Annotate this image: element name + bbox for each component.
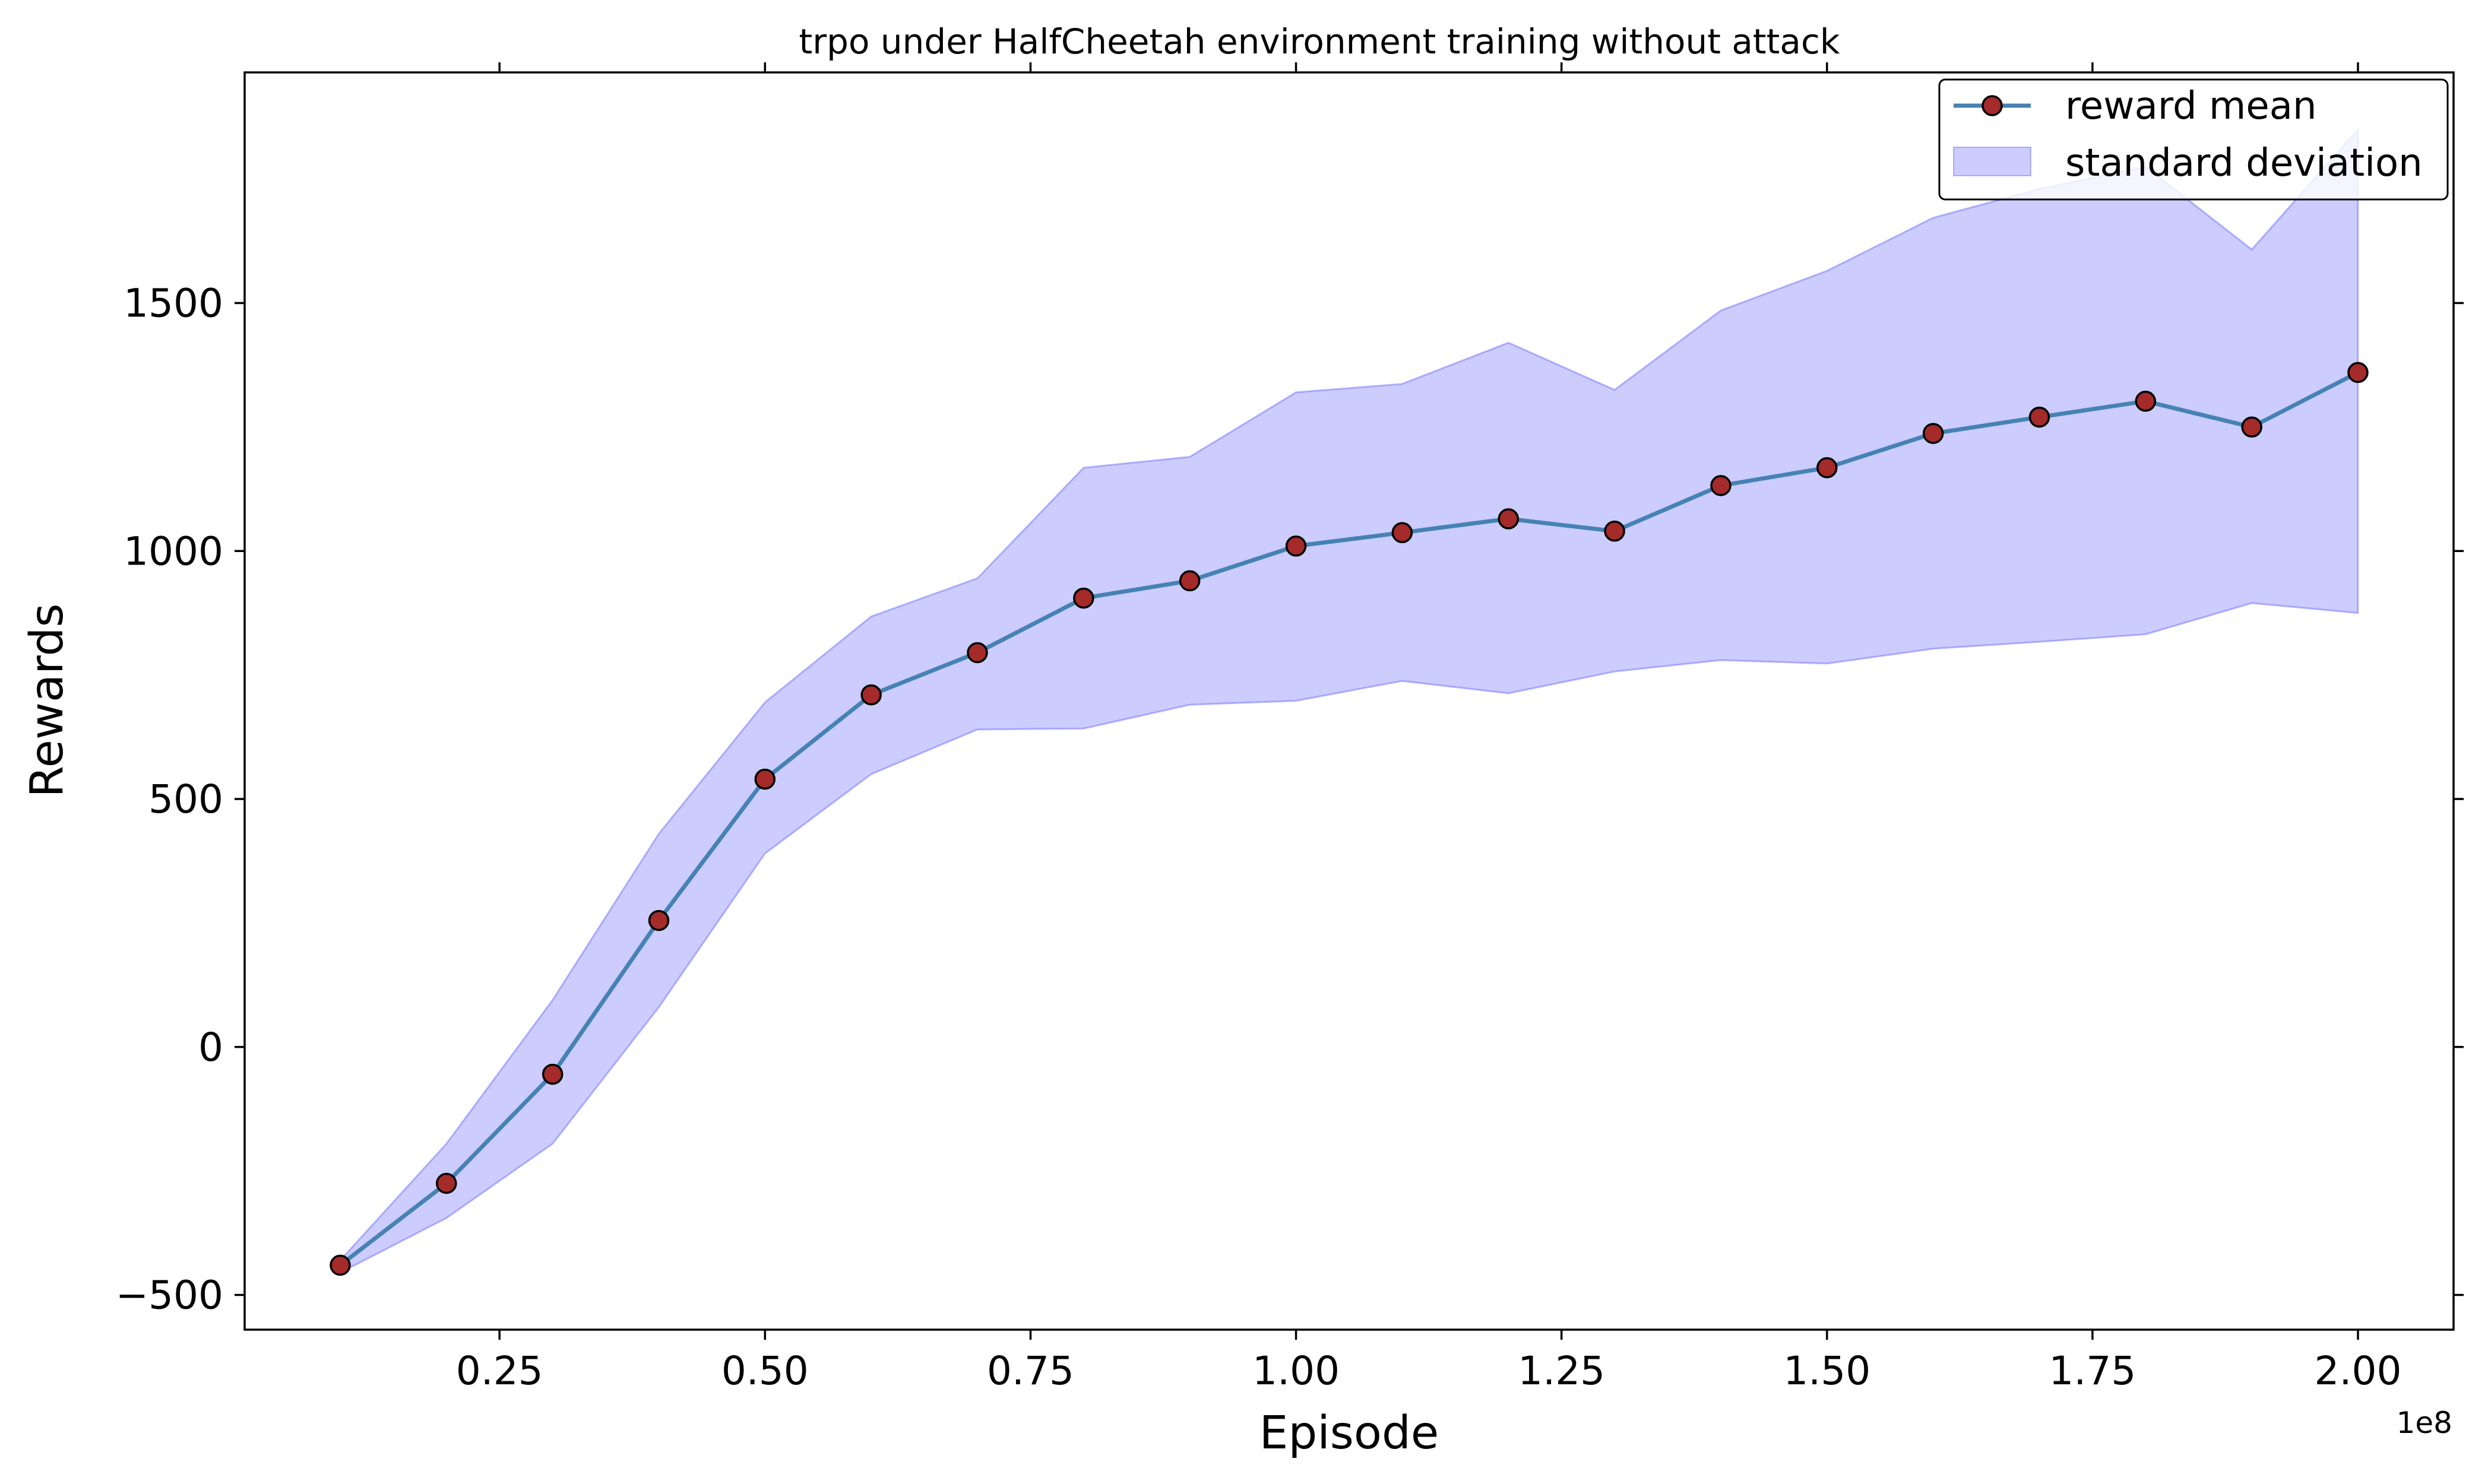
reward-mean-point — [1073, 587, 1094, 609]
legend-label-reward-mean: reward mean — [2065, 84, 2317, 128]
x-axis-label: Episode — [1259, 1407, 1439, 1460]
reward-mean-point — [1710, 475, 1732, 496]
reward-mean-point — [754, 768, 776, 790]
axis-ticks: 0.25 0.50 0.75 1.00 1.25 1.50 1.75 2.00 −500 0 500… — [116, 62, 2464, 1394]
y-tick-label: 1500 — [124, 281, 223, 326]
x-tick-label: 0.50 — [721, 1348, 809, 1394]
x-tick-label: 1.50 — [1783, 1348, 1870, 1394]
x-tick-label: 0.25 — [456, 1348, 543, 1394]
y-tick-label: −500 — [116, 1273, 223, 1318]
mean-line-layer — [338, 370, 2359, 1267]
reward-mean-point — [2028, 406, 2050, 428]
x-tick-label: 2.00 — [2315, 1348, 2402, 1394]
legend-label-standard-deviation: standard deviation — [2065, 141, 2423, 185]
reward-mean-point — [2241, 416, 2262, 438]
legend-frame — [1938, 78, 2449, 201]
x-tick-label: 1.00 — [1252, 1348, 1340, 1394]
std-deviation-band — [339, 127, 2359, 1274]
legend-marker-swatch — [1981, 95, 2003, 116]
x-axis-offset-label: 1e8 — [2397, 1406, 2452, 1440]
y-tick-label: 500 — [148, 776, 223, 822]
y-tick-label: 0 — [198, 1025, 223, 1070]
y-tick-label: 1000 — [124, 528, 223, 574]
reward-mean-point — [2347, 362, 2369, 383]
reward-mean-point — [860, 684, 882, 706]
y-axis-label: Rewards — [21, 604, 74, 798]
x-tick-label: 0.75 — [987, 1348, 1074, 1394]
reward-mean-point — [967, 642, 988, 664]
reward-mean-line — [338, 370, 2359, 1267]
reward-mean-point — [648, 909, 670, 931]
plot-frame — [243, 71, 2455, 1331]
chart-title: trpo under HalfCheetah environment train… — [799, 21, 1840, 62]
legend-band-swatch — [1953, 147, 2031, 176]
reward-mean-point — [2135, 391, 2157, 412]
reward-mean-point — [1922, 423, 1944, 444]
x-tick-label: 1.75 — [2049, 1348, 2136, 1394]
reward-mean-point — [1604, 521, 1625, 542]
legend: reward mean standard deviation — [1938, 78, 2449, 201]
reward-mean-point — [1391, 522, 1413, 544]
reward-mean-point — [1179, 570, 1201, 592]
reward-mean-point — [542, 1063, 564, 1085]
std-band-layer — [339, 127, 2359, 1274]
x-tick-label: 1.25 — [1518, 1348, 1605, 1394]
mean-marker-layer — [330, 362, 2369, 1276]
reward-mean-point — [330, 1254, 351, 1276]
reward-mean-point — [1816, 457, 1838, 478]
reward-mean-point — [1498, 508, 1520, 529]
reward-mean-point — [1285, 535, 1307, 557]
reward-mean-point — [436, 1172, 457, 1194]
